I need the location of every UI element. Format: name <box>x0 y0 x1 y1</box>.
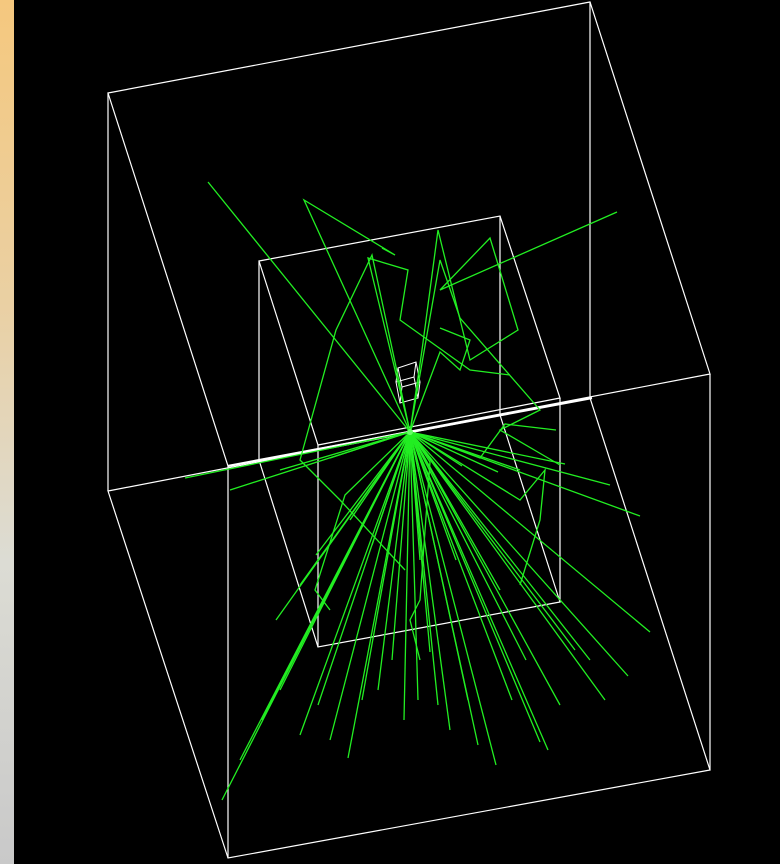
particle-track <box>409 431 541 743</box>
particle-track <box>184 431 411 479</box>
particle-track <box>315 431 411 556</box>
particle-track <box>229 431 411 491</box>
interaction-vertex <box>407 429 413 435</box>
curling-particle-track <box>314 431 411 611</box>
particle-track <box>409 431 549 751</box>
particle-track <box>391 431 411 661</box>
curling-particle-track <box>299 253 411 571</box>
particle-track <box>409 431 513 701</box>
particle-track <box>409 431 451 731</box>
particle-track <box>409 431 576 651</box>
particle-track <box>409 431 501 591</box>
particle-track <box>409 431 479 746</box>
particle-track <box>409 431 606 701</box>
particle-track <box>409 431 439 706</box>
particle-track <box>403 431 411 721</box>
particle-track <box>409 431 591 661</box>
curling-particle-track <box>207 181 411 433</box>
particle-track <box>409 431 419 701</box>
curling-particle-track <box>409 431 546 586</box>
particle-track <box>409 431 561 706</box>
particle-track <box>329 431 411 741</box>
particle-track <box>409 431 497 766</box>
particle-track <box>409 431 651 633</box>
particle-track <box>409 431 457 561</box>
particle-track <box>279 431 411 691</box>
curling-particle-track <box>367 257 511 433</box>
particle-track <box>349 431 411 521</box>
target-box-edge <box>413 361 417 378</box>
particle-track <box>409 431 611 486</box>
outer-detector-box <box>107 1 711 859</box>
curling-particle-track <box>302 198 411 433</box>
particle-track <box>409 431 629 677</box>
particle-track <box>299 431 411 736</box>
particle-track <box>371 431 411 546</box>
curling-particle-track <box>409 327 471 433</box>
3d-viewport[interactable] <box>14 0 780 864</box>
particle-track <box>377 431 411 691</box>
particle-tracks <box>184 181 651 801</box>
particle-track <box>395 431 411 509</box>
curling-particle-track <box>409 431 431 661</box>
particle-track <box>409 431 499 473</box>
curling-particle-track <box>409 259 561 466</box>
particle-track <box>409 431 421 561</box>
window-frame-strip <box>0 0 14 864</box>
curling-particle-track <box>409 211 618 433</box>
target-box-edge <box>417 381 421 399</box>
curling-particle-track <box>409 423 557 459</box>
outer-box-back-face <box>107 1 711 467</box>
particle-track <box>299 431 411 586</box>
target-box-edge <box>395 367 399 383</box>
